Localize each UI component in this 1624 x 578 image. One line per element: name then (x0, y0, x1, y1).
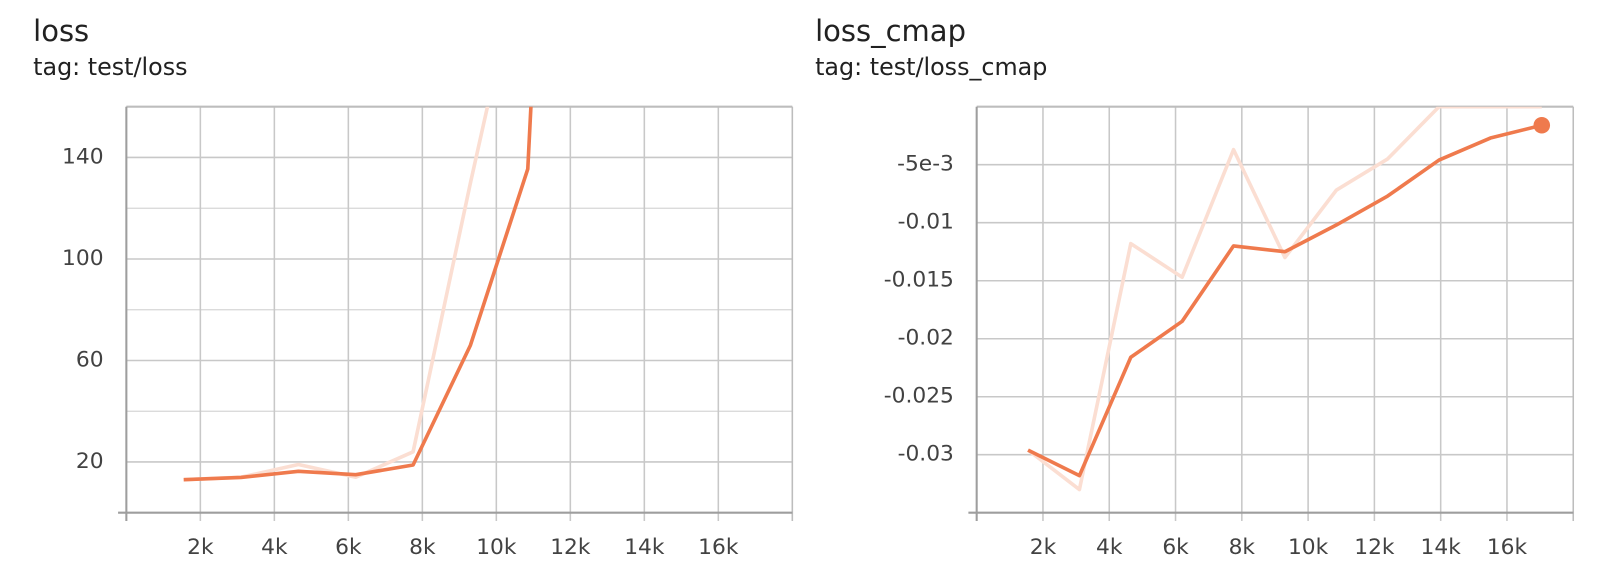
y-tick-label: 60 (76, 347, 104, 372)
x-tick-label: 8k (409, 535, 436, 560)
x-tick-label: 4k (1096, 535, 1123, 560)
x-tick-label: 16k (1487, 535, 1528, 560)
x-tick-label: 10k (476, 535, 517, 560)
y-tick-label: -0.01 (898, 210, 954, 235)
y-tick-label: 140 (62, 144, 104, 169)
chart: loss tag: test/loss 20 60 100 140 2k 4k 6k 8k 10k 1… (33, 14, 794, 560)
x-tick-label: 12k (550, 535, 591, 560)
x-tick-label: 10k (1288, 535, 1329, 560)
chart-subtitle: tag: test/loss_cmap (815, 53, 1047, 81)
line-series (183, 106, 533, 482)
last-point (1533, 116, 1551, 134)
y-tick-label: -0.025 (884, 384, 954, 409)
x-tick-label: 8k (1229, 535, 1256, 560)
y-tick-label: 100 (62, 246, 104, 271)
chart-title: loss (33, 14, 89, 48)
y-tick-label: -0.015 (884, 268, 954, 293)
x-tick-label: 14k (1421, 535, 1462, 560)
plot-area (1026, 106, 1543, 492)
chart: loss_cmap tag: test/loss_cmap -5e-3 -0.01 -0… (815, 14, 1575, 560)
x-tick-label: 2k (187, 535, 214, 560)
x-tick-label: 6k (335, 535, 362, 560)
line-series (183, 106, 490, 482)
chart-title: loss_cmap (815, 14, 966, 48)
y-tick-label: -5e-3 (897, 152, 954, 177)
x-tick-label: 2k (1030, 535, 1057, 560)
x-tick-label: 14k (624, 535, 665, 560)
x-tick-label: 4k (261, 535, 288, 560)
y-tick-label: -0.02 (898, 326, 954, 351)
x-tick-label: 16k (698, 535, 739, 560)
line-series (1026, 106, 1542, 492)
line-series (1027, 123, 1543, 478)
y-tick-label: -0.03 (898, 442, 954, 467)
y-tick-label: 20 (76, 449, 104, 474)
chart-subtitle: tag: test/loss (33, 53, 187, 81)
x-tick-label: 6k (1162, 535, 1189, 560)
x-tick-label: 12k (1354, 535, 1395, 560)
plot-area (183, 106, 533, 482)
